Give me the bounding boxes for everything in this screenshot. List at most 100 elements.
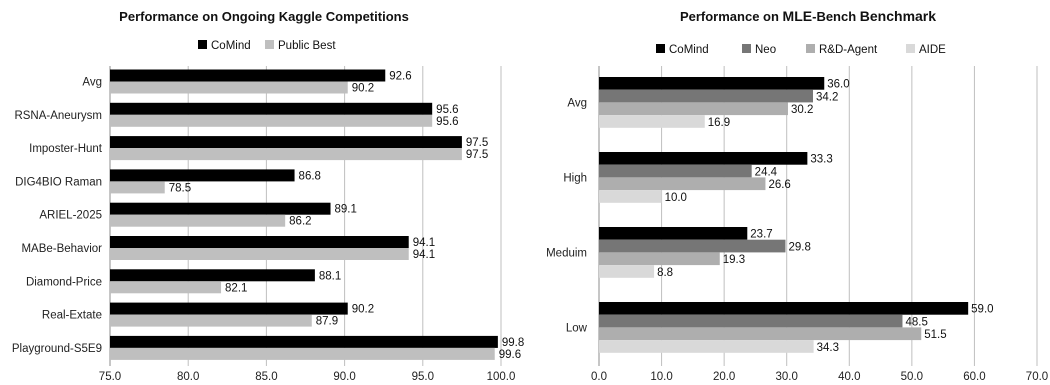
legend-label-comind: CoMind — [669, 44, 709, 56]
bar-comind — [110, 335, 498, 348]
data-label: 99.6 — [499, 349, 521, 361]
legend-swatch-aide — [906, 44, 915, 53]
x-tick-label: 90.0 — [333, 371, 355, 383]
x-tick-label: 95.0 — [412, 371, 434, 383]
x-tick-label: 80.0 — [177, 371, 199, 383]
bar-public-best — [110, 214, 286, 227]
data-label: 8.8 — [657, 267, 673, 279]
bar-comind — [110, 169, 295, 182]
y-category-label: Avg — [82, 77, 102, 89]
legend-swatch-neo — [742, 44, 751, 53]
y-category-label: Low — [566, 322, 588, 334]
legend-label-aide: AIDE — [919, 44, 946, 56]
data-label: 30.2 — [791, 104, 813, 116]
legend-label-r-d-agent: R&D-Agent — [819, 44, 878, 56]
bar-comind — [599, 302, 969, 315]
chart-title-part: Benchmark — [860, 8, 936, 24]
data-label: 90.2 — [352, 83, 374, 95]
legend-swatch-public-best — [265, 40, 274, 49]
bar-public-best — [110, 281, 222, 294]
x-tick-label: 0.0 — [591, 371, 607, 383]
x-tick-label: 85.0 — [255, 371, 277, 383]
data-label: 51.5 — [924, 329, 946, 341]
bar-r-d-agent — [599, 177, 766, 191]
data-label: 90.2 — [352, 304, 374, 316]
data-label: 16.9 — [708, 117, 730, 129]
data-label: 34.2 — [816, 91, 838, 103]
data-label: 97.5 — [466, 137, 488, 149]
legend-label-public-best: Public Best — [278, 40, 336, 52]
bar-comind — [110, 202, 331, 215]
data-label: 86.2 — [289, 216, 311, 228]
x-tick-label: 30.0 — [776, 371, 798, 383]
bar-public-best — [110, 81, 348, 94]
bar-comind — [110, 136, 462, 149]
legend-swatch-r-d-agent — [806, 44, 815, 53]
data-label: 94.1 — [413, 237, 435, 249]
y-category-label: MABe-Behavior — [21, 243, 102, 255]
chart-title-part: MLE — [783, 8, 813, 24]
bar-comind — [599, 77, 825, 90]
data-label: 86.8 — [299, 170, 321, 182]
x-tick-label: 100.0 — [487, 371, 516, 383]
data-label: 59.0 — [971, 304, 993, 316]
legend-label-neo: Neo — [755, 44, 776, 56]
bar-public-best — [110, 314, 312, 327]
x-tick-label: 20.0 — [713, 371, 735, 383]
data-label: 97.5 — [466, 149, 488, 161]
y-category-label: DIG4BIO Raman — [15, 176, 102, 188]
bar-neo — [599, 164, 752, 178]
chart-title: Performance on Ongoing Kaggle Competitio… — [119, 9, 409, 24]
bar-public-best — [110, 114, 433, 127]
y-category-label: Playground-S5E9 — [12, 343, 102, 355]
kaggle-chart: Performance on Ongoing Kaggle Competitio… — [12, 9, 524, 383]
bar-neo — [599, 314, 903, 328]
data-label: 36.0 — [827, 79, 849, 91]
y-category-label: ARIEL-2025 — [39, 210, 102, 222]
bar-comind — [599, 227, 748, 240]
data-label: 24.4 — [755, 166, 778, 178]
data-label: 95.6 — [436, 116, 458, 128]
bar-comind — [110, 236, 409, 248]
data-label: 33.3 — [810, 154, 832, 166]
bar-aide — [599, 115, 705, 128]
chart-title: Performance on MLE-Bench Benchmark — [680, 8, 936, 24]
x-tick-label: 10.0 — [650, 371, 672, 383]
data-label: 82.1 — [225, 282, 247, 294]
x-tick-label: 40.0 — [838, 371, 860, 383]
chart-title-part: Performance on — [680, 9, 783, 24]
bar-neo — [599, 89, 813, 103]
data-label: 19.3 — [723, 254, 745, 266]
data-label: 88.1 — [319, 270, 341, 282]
data-label: 29.8 — [788, 241, 810, 253]
bar-public-best — [110, 347, 495, 360]
y-category-label: Avg — [567, 97, 587, 109]
bar-comind — [110, 69, 386, 82]
y-category-label: RSNA-Aneurysm — [14, 110, 102, 122]
bar-public-best — [110, 248, 409, 260]
data-label: 48.5 — [905, 316, 927, 328]
y-category-label: Real-Extate — [42, 310, 102, 322]
data-label: 89.1 — [335, 204, 357, 216]
chart-title-part: -Bench — [812, 9, 860, 24]
bar-neo — [599, 239, 786, 253]
data-label: 95.6 — [436, 104, 458, 116]
data-label: 87.9 — [316, 316, 338, 328]
legend-swatch-comind — [656, 44, 665, 53]
bar-aide — [599, 265, 655, 278]
y-category-label: Imposter-Hunt — [29, 143, 103, 155]
data-label: 26.6 — [768, 179, 790, 191]
data-label: 34.3 — [817, 342, 839, 354]
x-tick-label: 50.0 — [901, 371, 923, 383]
x-tick-label: 70.0 — [1026, 371, 1048, 383]
bar-r-d-agent — [599, 102, 788, 116]
y-category-label: Diamond-Price — [26, 276, 102, 288]
data-label: 23.7 — [750, 229, 772, 241]
bar-aide — [599, 340, 814, 353]
bar-comind — [110, 102, 433, 115]
bar-comind — [110, 302, 348, 315]
legend-swatch-comind — [198, 40, 207, 49]
mle-bench-chart: Performance on MLE-Bench Benchmark CoMind… — [546, 8, 1048, 383]
bar-aide — [599, 190, 662, 203]
